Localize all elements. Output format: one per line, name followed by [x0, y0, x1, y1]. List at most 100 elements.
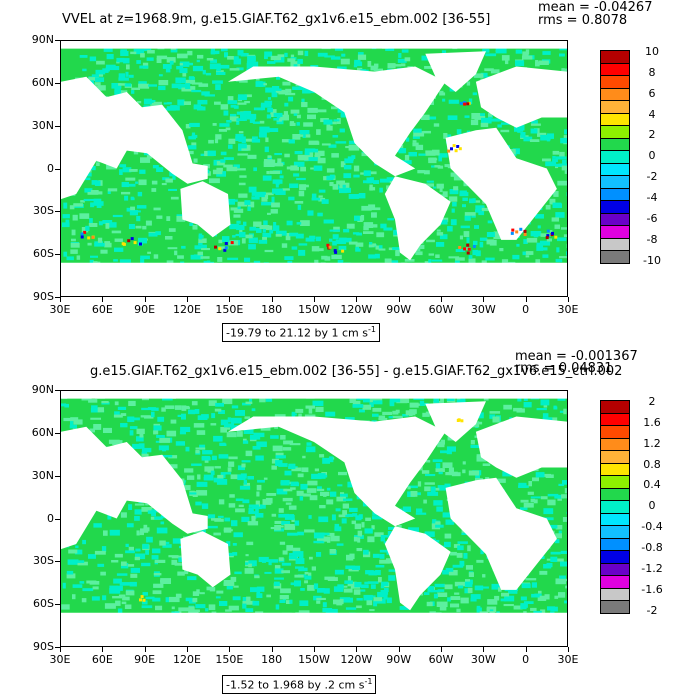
velocity-extreme-cell: [130, 237, 134, 241]
velocity-extreme-cell: [140, 595, 144, 599]
colorbar-swatch: [600, 50, 630, 64]
lon-tick-mark: [271, 297, 273, 302]
colorbar-swatch: [600, 62, 630, 76]
land-mass: [425, 51, 486, 92]
colorbar-label: -8: [646, 232, 658, 246]
colorbar-swatch: [600, 475, 630, 489]
velocity-extreme-cell: [466, 251, 470, 255]
colorbar-swatch: [600, 525, 630, 539]
lat-tick-mark: [55, 168, 60, 170]
land-mass: [445, 477, 557, 590]
colorbar-label: 0: [648, 499, 656, 513]
colorbar-swatch: [600, 500, 630, 514]
lon-tick-label: 150W: [298, 653, 330, 666]
colorbar-swatch: [600, 425, 630, 439]
lon-tick-mark: [314, 297, 315, 302]
lon-tick-label: 150E: [215, 303, 244, 316]
lat-tick-label: 60S: [33, 597, 54, 611]
lon-tick-mark: [356, 647, 358, 652]
lon-tick-label: 180: [261, 303, 283, 316]
velocity-extreme-cell: [450, 147, 453, 151]
lon-tick-mark: [144, 647, 146, 652]
mean-readout: mean = -0.001367: [515, 349, 638, 364]
lat-tick-mark: [55, 518, 60, 520]
land-mass: [228, 66, 446, 177]
lon-tick-label: 180: [261, 653, 283, 666]
lat-tick-label: 90S: [33, 640, 54, 653]
velocity-extreme-cell: [142, 598, 146, 602]
velocity-extreme-cell: [454, 149, 458, 153]
colorbar-swatch: [600, 450, 630, 464]
colorbar-swatch: [600, 162, 630, 176]
lon-tick-label: 30W: [470, 653, 496, 666]
land-mass: [445, 127, 557, 240]
velocity-extreme-cell: [551, 231, 554, 235]
velocity-extreme-cell: [466, 102, 470, 106]
velocity-extreme-cell: [447, 149, 451, 153]
lon-tick-label: 60E: [91, 303, 113, 316]
velocity-extreme-cell: [458, 246, 462, 249]
colorbar-swatch: [600, 225, 630, 239]
lat-tick-mark: [55, 604, 60, 606]
velocity-extreme-cell: [80, 232, 84, 236]
lat-tick-label: 0: [47, 161, 54, 175]
velocity-extreme-cell: [224, 242, 228, 245]
colorbar-label: -1.2: [641, 561, 663, 575]
lat-tick-mark: [55, 390, 60, 391]
lon-tick-label: 30E: [49, 303, 71, 316]
colorbar-swatch: [600, 87, 630, 101]
lat-tick-mark: [55, 297, 60, 298]
colorbar-swatch: [600, 462, 630, 476]
velocity-extreme-cell: [460, 419, 464, 423]
land-mass: [61, 41, 567, 49]
colorbar-label: -2: [646, 603, 658, 617]
colorbar-label: 1.2: [643, 436, 661, 450]
lat-tick-mark: [55, 211, 60, 213]
lon-tick-label: 60W: [428, 303, 454, 316]
lat-tick-label: 30S: [33, 204, 54, 218]
lon-tick-mark: [187, 647, 188, 652]
lat-tick-mark: [55, 82, 60, 84]
colorbar-swatch: [600, 600, 630, 614]
mean-readout: mean = -0.04267: [538, 0, 653, 15]
contour-range-label: -1.52 to 1.968 by .2 cm s-1: [222, 675, 377, 694]
velocity-extreme-cell: [83, 230, 87, 234]
lon-tick-mark: [271, 647, 273, 652]
lat-tick-label: 60N: [31, 75, 54, 89]
land-mass: [384, 526, 451, 611]
lon-tick-mark: [568, 647, 569, 652]
lat-tick-label: 90S: [33, 290, 54, 303]
land-mass: [228, 416, 446, 527]
lon-tick-mark: [60, 647, 61, 652]
colorbar-swatch: [600, 575, 630, 589]
colorbar-label: -1.6: [641, 582, 663, 596]
lon-tick-mark: [441, 297, 442, 302]
colorbar-label: 2: [648, 395, 656, 408]
lon-tick-mark: [483, 297, 485, 302]
colorbar-label: -0.8: [641, 540, 663, 554]
lat-tick-label: 30N: [31, 468, 54, 482]
colorbar-swatch: [600, 212, 630, 226]
lat-tick-mark: [55, 125, 60, 127]
colorbar-label: -2: [646, 170, 658, 184]
lon-tick-label: 120E: [173, 653, 201, 666]
lat-tick-mark: [55, 254, 60, 256]
colorbar-swatch: [600, 137, 630, 151]
panel-title: VVEL at z=1968.9m, g.e15.GIAF.T62_gx1v6.…: [62, 12, 491, 27]
velocity-extreme-cell: [523, 229, 527, 233]
contour-range-text: -19.79 to 21.12 by 1 cm s: [226, 326, 368, 340]
land-mass: [180, 181, 231, 238]
velocity-extreme-cell: [230, 241, 234, 245]
velocity-extreme-cell: [459, 101, 463, 105]
lon-tick-label: 30E: [557, 653, 579, 666]
map-field: [61, 41, 567, 296]
lat-tick-label: 60N: [31, 425, 54, 439]
contour-range-label: -19.79 to 21.12 by 1 cm s-1: [222, 323, 380, 342]
land-mass: [475, 66, 567, 128]
velocity-extreme-cell: [511, 228, 515, 232]
lon-tick-label: 120W: [340, 303, 373, 316]
lon-tick-mark: [102, 647, 104, 652]
colorbar-label: 0.8: [643, 457, 661, 471]
colorbar-swatch: [600, 550, 630, 564]
velocity-extreme-cell: [472, 245, 476, 248]
